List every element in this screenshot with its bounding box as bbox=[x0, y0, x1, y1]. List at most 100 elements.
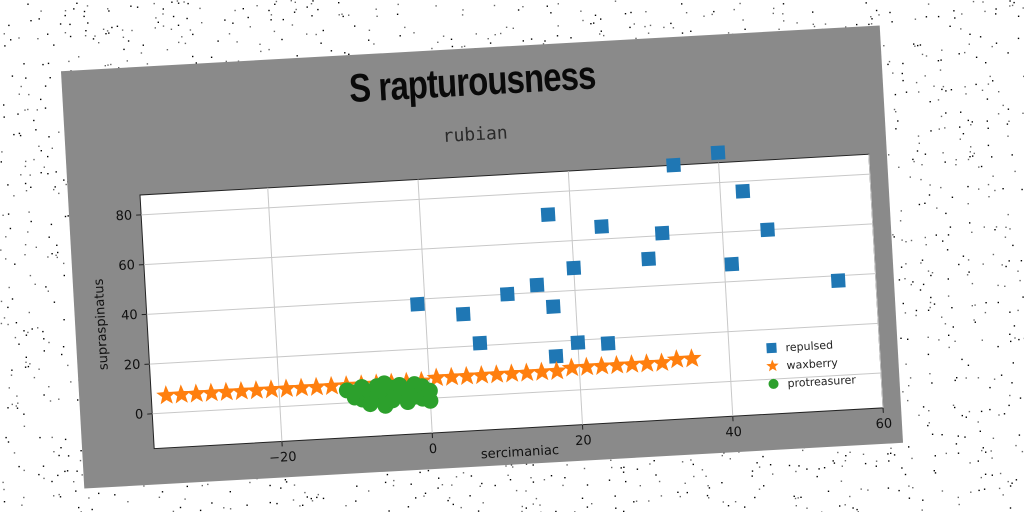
noise-speck bbox=[1005, 226, 1007, 228]
noise-speck bbox=[867, 489, 869, 491]
noise-speck bbox=[912, 487, 914, 489]
noise-speck bbox=[24, 254, 26, 256]
noise-speck bbox=[28, 311, 30, 314]
noise-speck bbox=[23, 469, 25, 472]
noise-speck bbox=[192, 55, 194, 58]
noise-speck bbox=[494, 34, 496, 36]
noise-speck bbox=[802, 449, 804, 452]
noise-speck bbox=[1014, 337, 1016, 339]
noise-speck bbox=[898, 489, 900, 492]
data-marks bbox=[156, 145, 846, 414]
noise-speck bbox=[871, 18, 873, 20]
waxberry-point bbox=[651, 352, 672, 372]
noise-speck bbox=[25, 77, 27, 79]
noise-speck bbox=[207, 483, 209, 486]
noise-speck bbox=[978, 489, 980, 492]
noise-speck bbox=[341, 13, 343, 15]
noise-speck bbox=[564, 477, 566, 479]
noise-speck bbox=[435, 5, 437, 7]
noise-speck bbox=[908, 485, 910, 487]
noise-speck bbox=[944, 323, 947, 325]
y-tick-label: 20 bbox=[124, 358, 141, 374]
noise-speck bbox=[91, 508, 93, 511]
noise-speck bbox=[121, 29, 124, 31]
noise-speck bbox=[901, 72, 903, 75]
noise-speck bbox=[948, 346, 950, 349]
noise-speck bbox=[1002, 494, 1004, 496]
noise-speck bbox=[751, 475, 753, 477]
noise-speck bbox=[0, 161, 2, 163]
noise-speck bbox=[913, 43, 915, 45]
noise-speck bbox=[971, 231, 973, 233]
noise-speck bbox=[415, 497, 417, 499]
noise-speck bbox=[870, 23, 873, 25]
noise-speck bbox=[887, 63, 889, 66]
noise-speck bbox=[232, 22, 234, 24]
noise-speck bbox=[816, 475, 818, 478]
noise-speck bbox=[758, 488, 761, 490]
noise-speck bbox=[512, 27, 514, 29]
noise-speck bbox=[949, 25, 951, 27]
noise-speck bbox=[35, 129, 37, 131]
noise-speck bbox=[995, 42, 998, 44]
noise-speck bbox=[479, 485, 481, 487]
noise-speck bbox=[1001, 264, 1003, 266]
noise-speck bbox=[739, 2, 741, 5]
noise-speck bbox=[980, 476, 982, 479]
noise-speck bbox=[246, 504, 248, 506]
noise-speck bbox=[778, 28, 780, 30]
noise-speck bbox=[927, 353, 930, 356]
noise-speck bbox=[384, 481, 387, 484]
waxberry-point bbox=[516, 362, 537, 382]
noise-speck bbox=[995, 8, 997, 10]
noise-speck bbox=[65, 183, 67, 186]
noise-speck bbox=[5, 258, 7, 260]
noise-speck bbox=[947, 234, 950, 236]
noise-speck bbox=[998, 91, 1000, 93]
waxberry-point bbox=[246, 380, 267, 400]
noise-speck bbox=[991, 457, 993, 459]
noise-speck bbox=[937, 15, 940, 18]
noise-speck bbox=[291, 24, 294, 26]
noise-speck bbox=[162, 8, 164, 10]
noise-speck bbox=[505, 26, 508, 28]
noise-speck bbox=[55, 171, 57, 173]
noise-speck bbox=[991, 45, 993, 48]
noise-speck bbox=[469, 495, 471, 497]
noise-speck bbox=[636, 468, 639, 470]
noise-speck bbox=[950, 89, 953, 91]
noise-speck bbox=[972, 155, 974, 157]
noise-speck bbox=[108, 10, 110, 12]
noise-speck bbox=[183, 1, 185, 3]
waxberry-point bbox=[486, 364, 507, 384]
noise-speck bbox=[997, 345, 999, 348]
noise-speck bbox=[965, 416, 967, 418]
waxberry-point bbox=[156, 385, 176, 405]
noise-speck bbox=[1009, 507, 1012, 509]
noise-speck bbox=[580, 10, 582, 12]
noise-speck bbox=[13, 133, 15, 136]
noise-speck bbox=[348, 14, 350, 16]
noise-speck bbox=[608, 479, 611, 481]
noise-speck bbox=[625, 480, 627, 483]
noise-speck bbox=[461, 46, 463, 48]
noise-speck bbox=[684, 482, 686, 484]
protreasurer-point bbox=[346, 384, 363, 401]
noise-speck bbox=[849, 495, 851, 498]
noise-speck bbox=[918, 203, 921, 206]
noise-speck bbox=[713, 10, 715, 13]
noise-speck bbox=[922, 283, 925, 286]
noise-speck bbox=[354, 25, 356, 27]
noise-speck bbox=[23, 413, 25, 415]
noise-speck bbox=[27, 231, 29, 233]
noise-speck bbox=[670, 22, 672, 25]
noise-speck bbox=[532, 481, 535, 483]
noise-speck bbox=[681, 32, 684, 34]
noise-speck bbox=[985, 62, 987, 64]
noise-speck bbox=[992, 253, 995, 256]
noise-speck bbox=[630, 11, 632, 14]
noise-speck bbox=[451, 484, 453, 486]
noise-speck bbox=[437, 41, 439, 43]
noise-speck bbox=[64, 215, 67, 218]
noise-speck bbox=[424, 492, 427, 494]
